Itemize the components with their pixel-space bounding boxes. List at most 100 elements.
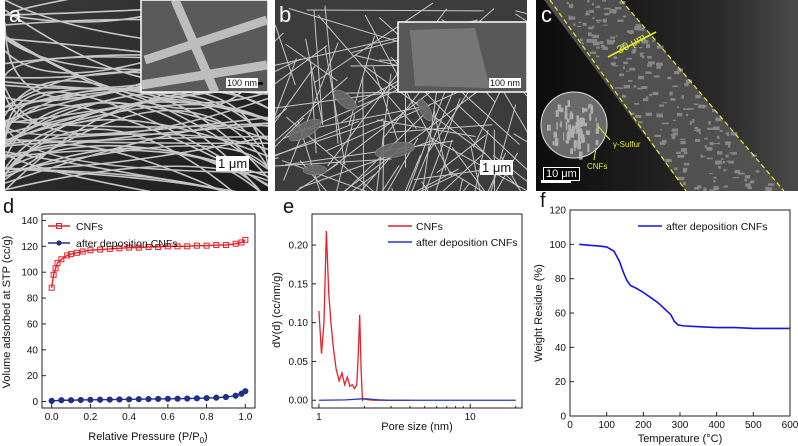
texture-grain	[715, 160, 722, 165]
fiber-strand	[327, 77, 450, 171]
texture-grain	[580, 130, 583, 134]
x-tick-label: 0.2	[83, 412, 97, 423]
texture-grain	[730, 132, 738, 136]
texture-grain	[659, 129, 662, 131]
y-tick-label: 80	[555, 274, 567, 285]
texture-grain	[731, 151, 737, 155]
chart-e-pore-size: 1 10 0.00 0.05 0.10 0.15 0.20 CNFs after deposi…	[271, 213, 523, 433]
texture-grain	[607, 41, 614, 45]
data-point	[232, 240, 239, 247]
chart-d-xlabel: Relative Pressure (P/P0)	[88, 431, 207, 445]
data-point	[54, 260, 61, 267]
y-tick-label: 0	[32, 397, 38, 408]
fiber-strand	[415, 168, 459, 191]
data-point	[193, 395, 201, 402]
fiber-strand	[490, 104, 517, 191]
texture-grain	[656, 45, 664, 49]
texture-grain	[609, 39, 616, 43]
x-tick-label: 0.8	[200, 412, 214, 423]
chart-d-ylabel: Volume adsorbed at STP (cc/g)	[1, 236, 13, 389]
data-point	[145, 395, 152, 403]
y-tick-label: 100	[549, 240, 566, 251]
fiber-strand	[456, 104, 527, 171]
fiber-strand	[5, 167, 230, 191]
texture-grain	[602, 46, 608, 50]
texture-grain	[569, 113, 574, 120]
texture-grain	[588, 104, 590, 110]
texture-grain	[637, 87, 642, 90]
texture-grain	[620, 87, 623, 90]
fiber-strand	[305, 38, 324, 126]
texture-grain	[662, 122, 669, 125]
texture-grain	[676, 112, 683, 117]
texture-grain	[659, 104, 664, 107]
texture-grain	[713, 126, 720, 131]
scale-label-b-inset: 100 nm	[489, 78, 522, 88]
texture-grain	[580, 135, 583, 140]
texture-grain	[565, 122, 568, 131]
y-tick-label: 100	[21, 268, 38, 279]
texture-grain	[641, 86, 648, 89]
data-point	[96, 396, 104, 403]
chart-e-ylabel: dV(d) (cc/nm/g)	[271, 272, 283, 348]
fiber-strand	[314, 2, 434, 84]
texture-grain	[717, 135, 720, 139]
texture-grain	[559, 107, 564, 113]
fiber-strand	[283, 42, 339, 181]
texture-grain	[595, 128, 600, 134]
legend-label: after deposition CNFs	[666, 221, 768, 233]
fiber-strand	[372, 66, 398, 141]
y-tick-label: 60	[27, 319, 39, 330]
fiber-strand	[501, 156, 522, 191]
texture-grain	[694, 138, 701, 142]
series-line-1	[318, 398, 516, 401]
fiber-strand	[336, 114, 356, 191]
data-point	[126, 396, 133, 403]
x-tick-label: 200	[635, 420, 652, 431]
texture-grain	[698, 104, 705, 109]
texture-grain	[693, 103, 698, 106]
texture-grain	[681, 95, 685, 99]
texture-grain	[725, 132, 729, 135]
texture-grain	[694, 126, 699, 130]
texture-grain	[656, 62, 663, 67]
y-tick-label: 20	[555, 377, 567, 388]
texture-grain	[712, 143, 719, 145]
texture-grain	[575, 126, 580, 134]
texture-grain	[634, 102, 639, 105]
texture-grain	[593, 38, 598, 43]
x-tick-label: 500	[745, 420, 762, 431]
texture-grain	[683, 181, 686, 186]
texture-grain	[727, 144, 731, 148]
texture-grain	[553, 131, 557, 138]
y-tick-label: 80	[27, 294, 39, 305]
texture-grain	[584, 122, 588, 127]
fiber-strand	[313, 10, 323, 123]
texture-grain	[623, 61, 629, 65]
texture-grain	[652, 40, 655, 43]
data-point	[64, 252, 71, 259]
sem-fibers-a	[5, 0, 268, 191]
texture-grain	[589, 113, 592, 121]
texture-grain	[596, 19, 602, 22]
data-point	[213, 242, 220, 249]
texture-grain	[671, 128, 679, 132]
texture-grain	[696, 128, 701, 133]
data-point	[193, 242, 200, 249]
data-point	[145, 243, 152, 250]
fiber-strand	[5, 0, 70, 17]
fiber-strand	[407, 73, 452, 191]
texture-grain	[627, 30, 631, 33]
data-point	[77, 396, 84, 404]
texture-grain	[564, 111, 568, 120]
texture-grain	[646, 44, 651, 49]
x-tick-label: 10	[465, 412, 477, 423]
texture-grain	[745, 183, 751, 187]
texture-grain	[685, 113, 689, 117]
panel-c-sem-image	[536, 0, 798, 191]
texture-grain	[687, 108, 694, 110]
texture-grain	[677, 68, 683, 73]
texture-grain	[724, 185, 729, 188]
series-line-1	[51, 390, 246, 402]
texture-grain	[552, 141, 555, 146]
